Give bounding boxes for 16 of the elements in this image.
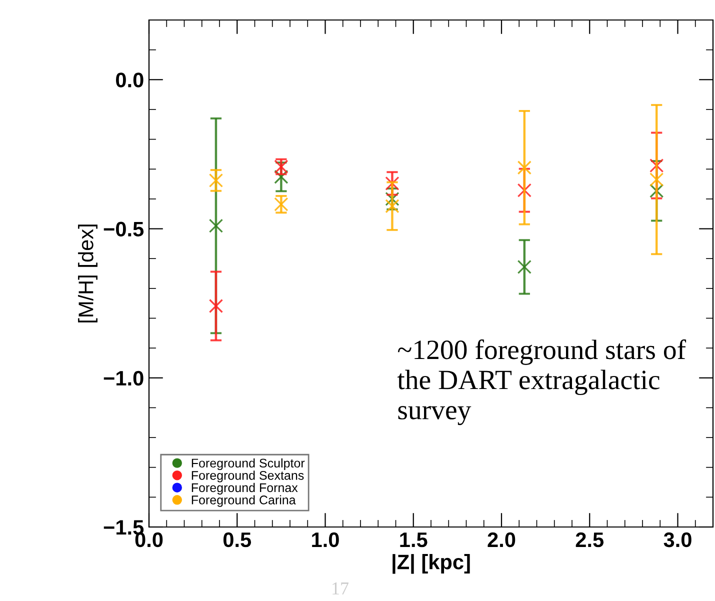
x-tick-label: 1.5 bbox=[400, 532, 428, 548]
y-tick-label: 0.0 bbox=[116, 72, 144, 88]
y-tick-label: −1.0 bbox=[104, 370, 144, 386]
x-tick-label: 2.0 bbox=[488, 532, 516, 548]
x-tick-label: 2.5 bbox=[576, 532, 604, 548]
x-tick-label: 1.0 bbox=[312, 532, 339, 548]
legend-label: Foreground Fornax bbox=[192, 482, 298, 495]
y-axis-title: [M/H] [dex] bbox=[78, 224, 98, 322]
x-tick-label: 0.5 bbox=[223, 532, 252, 548]
x-axis-title: |Z| [kpc] bbox=[392, 554, 470, 574]
y-tick-label: −0.5 bbox=[104, 222, 144, 237]
legend-label: Foreground Carina bbox=[192, 495, 296, 507]
x-tick-label: 3.0 bbox=[664, 532, 692, 548]
legend-label: Foreground Sculptor bbox=[192, 458, 305, 470]
legend-label: Foreground Sextans bbox=[192, 470, 304, 482]
annotation: ~1200 foreground stars of the DART extragalactic survey bbox=[397, 339, 686, 426]
